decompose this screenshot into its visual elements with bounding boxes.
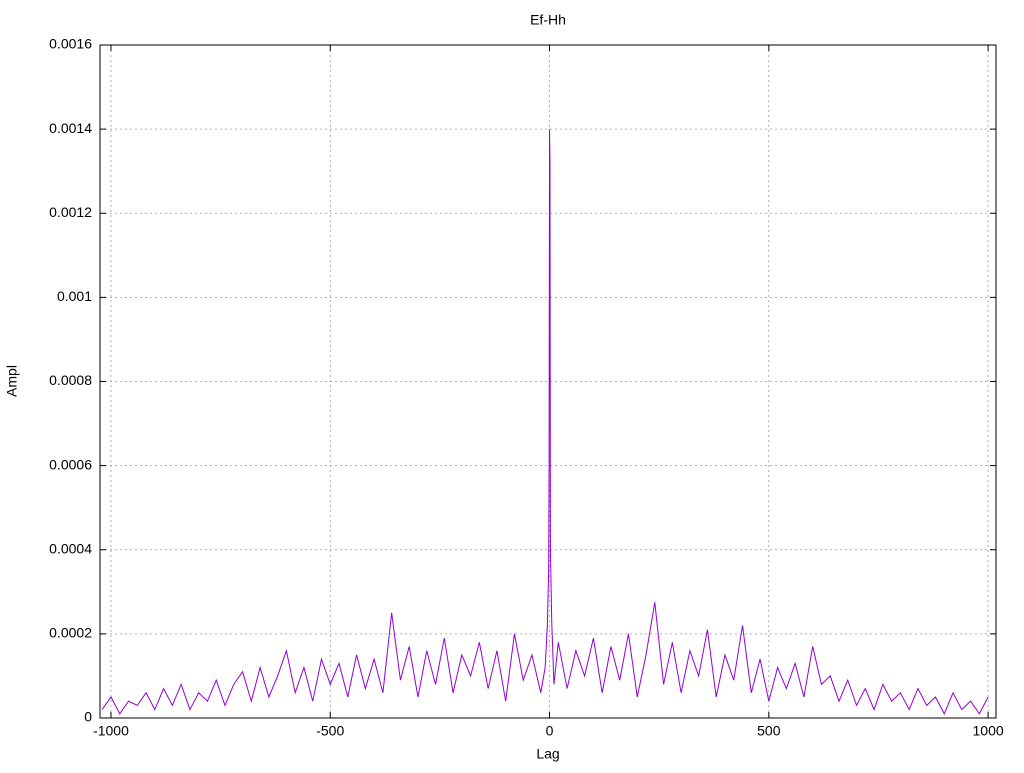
chart-title: Ef-Hh [530,12,566,28]
data-line [101,129,989,715]
y-tick-label: 0 [84,709,92,725]
y-tick-label: 0.0014 [49,120,92,136]
y-tick-label: 0.0002 [49,625,92,641]
y-tick-label: 0.0012 [49,204,92,220]
x-tick-label: -500 [316,723,344,739]
y-tick-label: 0.001 [57,288,92,304]
y-axis-label: Ampl [4,365,20,397]
x-tick-label: 0 [546,723,554,739]
y-tick-label: 0.0008 [49,372,92,388]
y-tick-label: 0.0006 [49,456,92,472]
x-tick-label: 500 [757,723,781,739]
x-tick-label: -1000 [93,723,129,739]
y-tick-label: 0.0004 [49,540,92,556]
y-tick-label: 0.0016 [49,36,92,52]
x-axis-label: Lag [536,746,559,762]
x-tick-label: 1000 [973,723,1004,739]
plot-frame [99,44,997,719]
